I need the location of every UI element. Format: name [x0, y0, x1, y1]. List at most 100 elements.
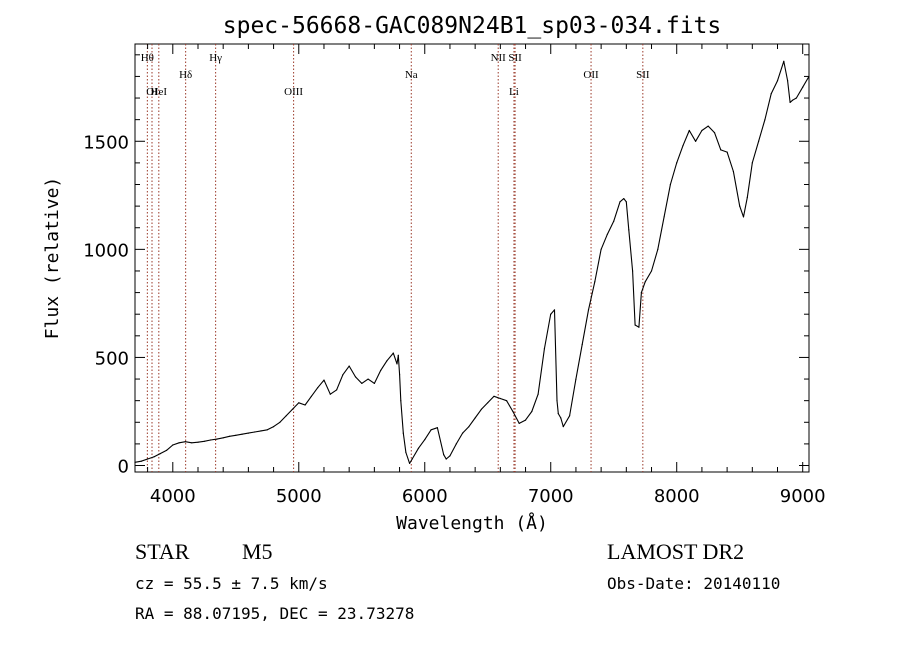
marker-label-11: SII [636, 69, 650, 81]
marker-label-1: OI [146, 86, 158, 98]
data-point [764, 119, 766, 121]
data-point [524, 419, 527, 421]
data-point [210, 439, 212, 441]
marker-label-10: OII [583, 69, 599, 81]
data-point [411, 458, 413, 460]
x-axis-label: Wavelength (Å) [396, 512, 548, 534]
data-point [512, 410, 514, 413]
data-point [474, 417, 476, 419]
marker-label-9: Li [509, 86, 519, 98]
data-point [140, 460, 142, 462]
data-point [575, 378, 577, 380]
data-point [159, 453, 161, 455]
coordinates: RA = 88.07195, DEC = 23.73278 [135, 604, 414, 623]
data-point [556, 400, 558, 402]
data-point [720, 149, 722, 151]
data-point [499, 397, 501, 400]
data-point [424, 439, 426, 441]
chart-title: spec-56668-GAC089N24B1_sp03-034.fits [223, 13, 722, 39]
y-tick-label: 1500 [83, 132, 129, 153]
data-point [165, 449, 168, 451]
data-point [455, 443, 457, 445]
data-point [266, 429, 268, 431]
data-point [449, 455, 451, 457]
redshift-cz: cz = 55.5 ± 7.5 km/s [135, 574, 328, 593]
data-point [742, 216, 745, 218]
y-axis-label: Flux (relative) [42, 177, 63, 340]
x-tick-label: 4000 [150, 486, 196, 507]
data-point [354, 376, 357, 378]
data-point [600, 248, 602, 250]
data-point [587, 309, 590, 311]
data-point [557, 413, 559, 415]
object-class: STAR [135, 539, 190, 564]
data-point [304, 404, 306, 406]
series-layer [134, 60, 810, 464]
plot-frame [134, 43, 810, 473]
y-tick-label: 1000 [83, 240, 129, 261]
data-point [746, 196, 748, 199]
data-point [396, 363, 398, 365]
data-point [638, 326, 640, 328]
data-point [634, 324, 636, 326]
data-point [802, 86, 804, 88]
data-point [787, 80, 789, 82]
y-tick-label: 0 [118, 457, 129, 478]
data-point [789, 101, 791, 103]
data-point [676, 162, 678, 164]
data-point [623, 198, 625, 200]
data-point [669, 183, 672, 186]
data-point [336, 389, 338, 391]
data-point [417, 447, 420, 449]
data-point [487, 402, 489, 404]
x-tick-label: 5000 [276, 486, 322, 507]
data-point [713, 132, 716, 134]
data-point [640, 292, 643, 294]
spectrum-line-0 [134, 60, 810, 464]
data-point [235, 434, 237, 436]
data-point [701, 129, 703, 132]
data-point [197, 441, 199, 443]
data-point [298, 402, 300, 404]
data-point [663, 216, 665, 218]
data-point [184, 441, 186, 443]
marker-label-3: Hδ [179, 69, 192, 81]
data-point [770, 93, 772, 95]
data-point [153, 456, 155, 458]
data-point [751, 162, 753, 164]
data-point [480, 408, 482, 410]
marker-label-8: SII [508, 52, 522, 64]
data-point [758, 140, 760, 142]
data-point [254, 431, 256, 433]
data-point [291, 408, 294, 410]
data-point [386, 360, 388, 362]
data-point [569, 415, 571, 417]
data-point [493, 395, 495, 397]
data-point [405, 451, 407, 454]
data-point [260, 430, 262, 432]
data-point [348, 365, 350, 367]
data-point [792, 99, 794, 101]
data-point [310, 395, 312, 397]
x-tick-label: 7000 [528, 486, 574, 507]
data-point [625, 201, 627, 203]
y-tick-label: 500 [95, 348, 129, 369]
data-point [216, 438, 218, 440]
data-point [400, 400, 402, 402]
data-point [657, 248, 659, 250]
data-point [445, 458, 447, 460]
data-point [783, 60, 785, 62]
data-point [506, 400, 508, 402]
data-point [553, 309, 556, 311]
data-point [560, 417, 562, 419]
data-point [732, 170, 735, 173]
data-point [537, 393, 539, 395]
data-point [134, 461, 136, 463]
observation-date: Obs-Date: 20140110 [607, 574, 780, 593]
data-point [726, 151, 728, 153]
data-point [402, 432, 404, 434]
data-point [628, 229, 630, 231]
survey-name: LAMOST DR2 [607, 539, 744, 564]
